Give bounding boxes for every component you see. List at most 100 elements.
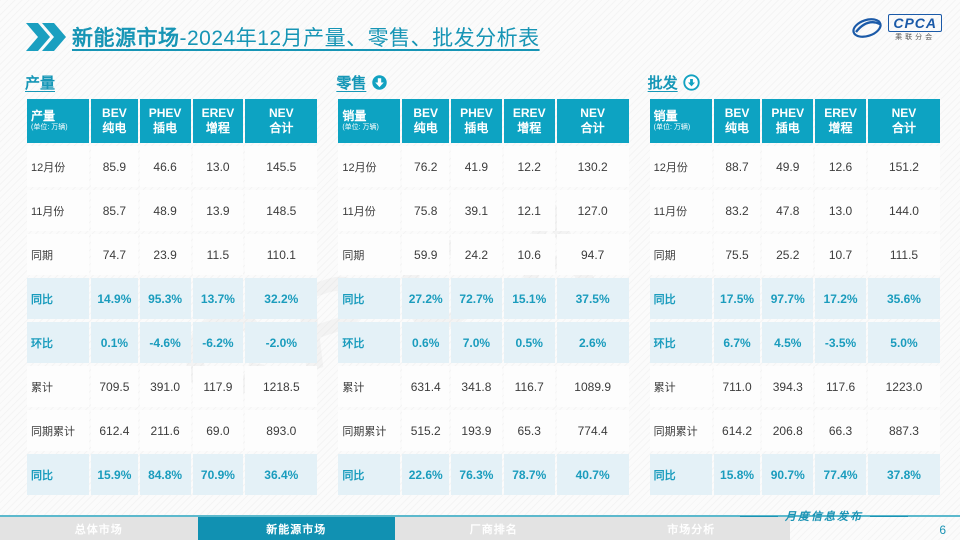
row-label: 12月份 xyxy=(27,146,90,187)
value-cell: 111.5 xyxy=(867,234,940,275)
value-cell: 49.9 xyxy=(762,146,814,187)
row-label: 同期 xyxy=(338,234,401,275)
value-cell: 27.2% xyxy=(402,278,450,319)
table-row: 11月份 75.8 39.1 12.1 127.0 xyxy=(338,190,629,231)
unit-header-cell: 销量 (单位: 万辆) xyxy=(338,99,401,143)
table-section-产量: 产量 产量 (单位: 万辆) BEV 纯电 PHEV 插电 EREV 增程 NEV 合计 12月份 85… xyxy=(25,70,319,498)
value-cell: 70.9% xyxy=(192,454,244,495)
value-cell: 37.5% xyxy=(556,278,629,319)
row-label: 累计 xyxy=(27,366,90,407)
value-cell: 23.9 xyxy=(139,234,191,275)
column-header-bev: BEV 纯电 xyxy=(91,99,138,143)
down-arrow-filled-icon xyxy=(372,74,388,90)
tab-市场分析[interactable]: 市场分析 xyxy=(667,523,716,536)
data-table-零售: 销量 (单位: 万辆) BEV 纯电 PHEV 插电 EREV 增程 NEV 合计 12月份 76.2… xyxy=(336,96,630,498)
table-header-row: 销量 (单位: 万辆) BEV 纯电 PHEV 插电 EREV 增程 NEV 合计 xyxy=(649,99,940,143)
value-cell: 887.3 xyxy=(867,410,940,451)
row-label: 同期累计 xyxy=(649,410,712,451)
value-cell: 14.9% xyxy=(91,278,138,319)
table-row: 11月份 85.7 48.9 13.9 148.5 xyxy=(27,190,318,231)
value-cell: 711.0 xyxy=(713,366,761,407)
value-cell: 77.4% xyxy=(815,454,866,495)
value-cell: 0.1% xyxy=(91,322,138,363)
unit-note: (单位: 万辆) xyxy=(653,124,691,132)
value-cell: 1089.9 xyxy=(556,366,629,407)
row-label: 累计 xyxy=(338,366,401,407)
value-cell: 151.2 xyxy=(867,146,940,187)
value-cell: 15.1% xyxy=(503,278,555,319)
row-label: 同比 xyxy=(27,278,90,319)
column-header-bev: BEV 纯电 xyxy=(713,99,761,143)
table-row: 同期累计 614.2 206.8 66.3 887.3 xyxy=(649,410,940,451)
unit-header-cell: 产量 (单位: 万辆) xyxy=(27,99,90,143)
value-cell: 41.9 xyxy=(451,146,502,187)
row-label: 同期 xyxy=(649,234,712,275)
column-header-erev: EREV 增程 xyxy=(192,99,244,143)
row-label: 同期 xyxy=(27,234,90,275)
table-section-零售: 零售 销量 (单位: 万辆) BEV 纯电 PHEV 插电 EREV 增程 NEV 合计 12月份 76… xyxy=(336,70,630,498)
value-cell: 211.6 xyxy=(139,410,191,451)
table-row: 累计 631.4 341.8 116.7 1089.9 xyxy=(338,366,629,407)
row-label: 11月份 xyxy=(649,190,712,231)
value-cell: 22.6% xyxy=(402,454,450,495)
value-cell: 394.3 xyxy=(762,366,814,407)
value-cell: 17.5% xyxy=(713,278,761,319)
value-cell: 11.5 xyxy=(192,234,244,275)
value-cell: 65.3 xyxy=(503,410,555,451)
value-cell: 12.2 xyxy=(503,146,555,187)
tab-厂商排名[interactable]: 厂商排名 xyxy=(469,523,518,536)
value-cell: 12.6 xyxy=(815,146,866,187)
page-title: 新能源市场-2024年12月产量、零售、批发分析表 xyxy=(72,22,540,52)
value-cell: 341.8 xyxy=(451,366,502,407)
row-label: 12月份 xyxy=(338,146,401,187)
value-cell: -6.2% xyxy=(192,322,244,363)
column-header-nev: NEV 合计 xyxy=(556,99,629,143)
value-cell: 127.0 xyxy=(556,190,629,231)
unit-label: 销量 xyxy=(342,109,367,124)
table-row: 同期 59.9 24.2 10.6 94.7 xyxy=(338,234,629,275)
value-cell: 7.0% xyxy=(451,322,502,363)
caption-dash-right xyxy=(870,515,908,517)
cpca-swoosh-icon xyxy=(852,17,882,38)
slide-header: 新能源市场-2024年12月产量、零售、批发分析表 xyxy=(26,22,940,52)
value-cell: 85.9 xyxy=(91,146,138,187)
table-row: 同期累计 612.4 211.6 69.0 893.0 xyxy=(27,410,318,451)
value-cell: 39.1 xyxy=(451,190,502,231)
tab-总体市场[interactable]: 总体市场 xyxy=(74,523,123,536)
value-cell: 206.8 xyxy=(762,410,814,451)
value-cell: 116.7 xyxy=(503,366,555,407)
value-cell: 10.6 xyxy=(503,234,555,275)
table-row: 环比 6.7% 4.5% -3.5% 5.0% xyxy=(649,322,940,363)
tab-新能源市场[interactable]: 新能源市场 xyxy=(197,517,395,540)
table-section-title: 零售 xyxy=(336,74,367,92)
value-cell: 130.2 xyxy=(556,146,629,187)
row-label: 累计 xyxy=(649,366,712,407)
table-row: 环比 0.1% -4.6% -6.2% -2.0% xyxy=(27,322,318,363)
value-cell: 117.6 xyxy=(815,366,866,407)
value-cell: 94.7 xyxy=(556,234,629,275)
double-chevron-icon xyxy=(26,23,66,51)
value-cell: 148.5 xyxy=(245,190,318,231)
row-label: 11月份 xyxy=(27,190,90,231)
column-header-nev: NEV 合计 xyxy=(245,99,318,143)
value-cell: 15.9% xyxy=(91,454,138,495)
row-label: 同比 xyxy=(338,454,401,495)
value-cell: 709.5 xyxy=(91,366,138,407)
row-label: 11月份 xyxy=(338,190,401,231)
column-header-erev: EREV 增程 xyxy=(815,99,866,143)
value-cell: 144.0 xyxy=(867,190,940,231)
table-row: 同比 15.9% 84.8% 70.9% 36.4% xyxy=(27,454,318,495)
value-cell: 893.0 xyxy=(245,410,318,451)
value-cell: 35.6% xyxy=(867,278,940,319)
column-header-erev: EREV 增程 xyxy=(503,99,555,143)
row-label: 同期累计 xyxy=(338,410,401,451)
value-cell: 24.2 xyxy=(451,234,502,275)
value-cell: -3.5% xyxy=(815,322,866,363)
table-row: 累计 711.0 394.3 117.6 1223.0 xyxy=(649,366,940,407)
value-cell: 4.5% xyxy=(762,322,814,363)
value-cell: 95.3% xyxy=(139,278,191,319)
data-table-产量: 产量 (单位: 万辆) BEV 纯电 PHEV 插电 EREV 增程 NEV 合计 12月份 85.9… xyxy=(25,96,319,498)
row-label: 同比 xyxy=(649,454,712,495)
row-label: 同比 xyxy=(338,278,401,319)
table-section-header: 批发 xyxy=(648,70,942,94)
